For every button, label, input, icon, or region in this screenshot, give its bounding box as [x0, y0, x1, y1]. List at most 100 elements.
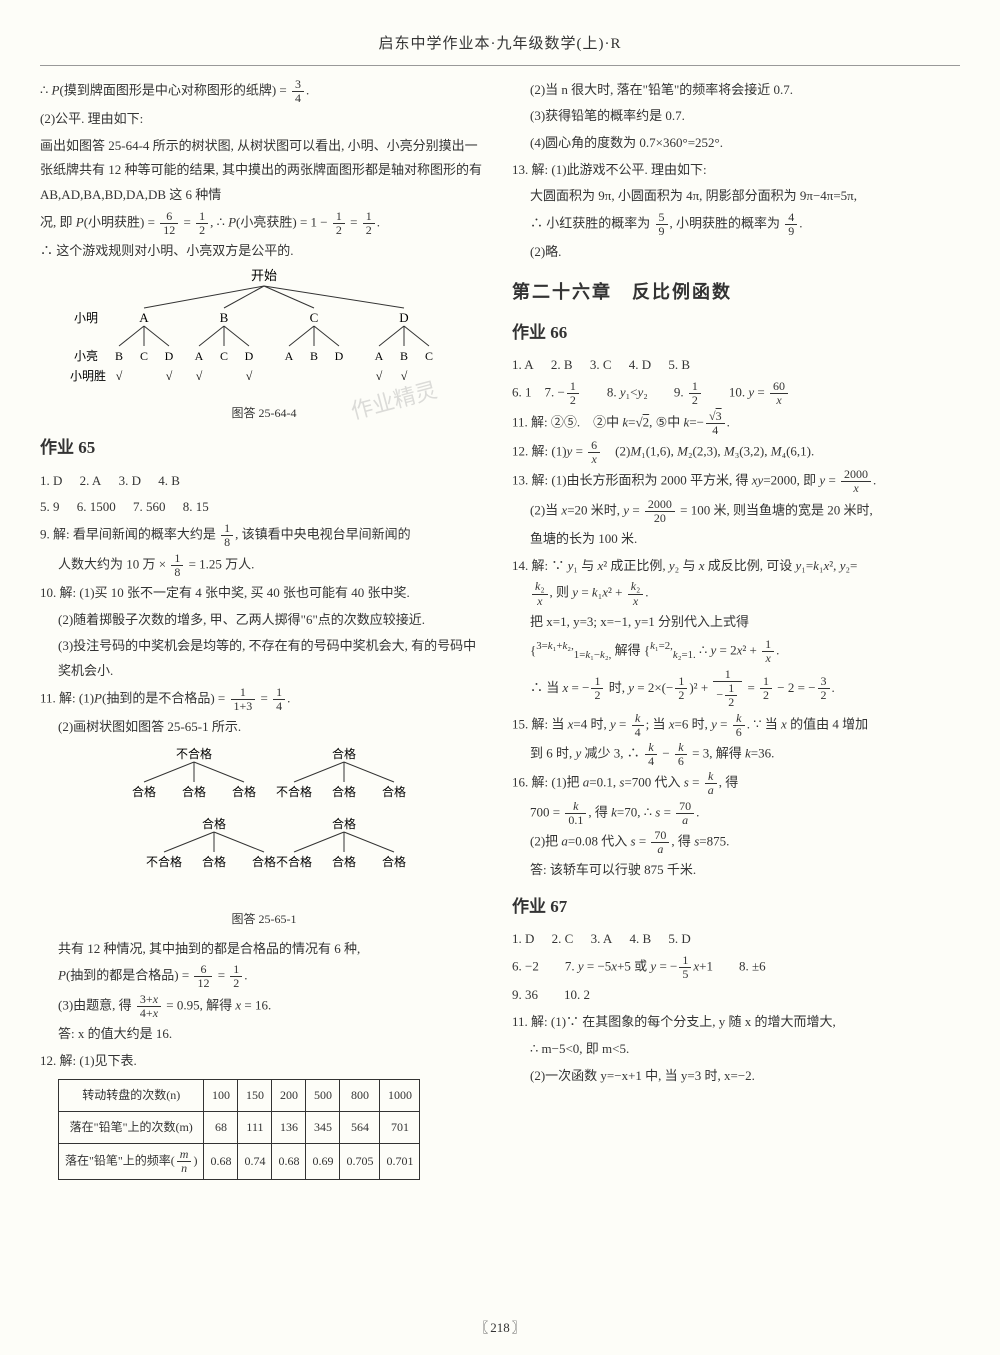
svg-text:合格: 合格 — [332, 816, 356, 831]
text-line: (2)一次函数 y=−x+1 中, 当 y=3 时, x=−2. — [512, 1064, 960, 1089]
svg-text:合格: 合格 — [382, 854, 406, 869]
text-line: 人数大约为 10 万 × 18 = 1.25 万人. — [40, 552, 488, 579]
page: 作业精灵 启东中学作业本·九年级数学(上)·R ∴ P(摸到牌面图形是中心对称图… — [0, 0, 1000, 1355]
table-cell: 0.705 — [340, 1143, 380, 1179]
fill-answers: 5. 9 6. 1500 7. 560 8. 15 — [40, 495, 488, 520]
answer: 5. B — [668, 353, 690, 378]
answer: 5. 9 — [40, 495, 60, 520]
fill-answers: 6. −2 7. y = −5x+5 或 y = −15x+1 8. ±6 — [512, 954, 960, 981]
svg-text:√: √ — [116, 369, 123, 383]
answer: 6. 1500 — [77, 495, 116, 520]
page-number: 218 — [475, 1316, 525, 1341]
text-line: 14. 解: ∵ y₁ 与 x² 成正比例, y₂ 与 x 成反比例, 可设 y… — [512, 554, 960, 579]
answer: 1. D — [512, 927, 534, 952]
svg-text:小明: 小明 — [74, 311, 98, 325]
svg-text:C: C — [220, 349, 228, 363]
svg-text:不合格: 不合格 — [276, 854, 312, 869]
content-columns: ∴ P(摸到牌面图形是中心对称图形的纸牌) = 34. (2)公平. 理由如下:… — [40, 78, 960, 1187]
text-line: P(抽到的都是合格品) = 612 = 12. — [40, 963, 488, 990]
section-title-hw67: 作业 67 — [512, 891, 960, 923]
svg-text:A: A — [285, 349, 294, 363]
answer: 4. B — [629, 927, 651, 952]
answer: 2. A — [80, 469, 102, 494]
table-cell: 0.701 — [380, 1143, 420, 1179]
text-line: 11. 解: (1)P(抽到的是不合格品) = 11+3 = 14. — [40, 686, 488, 713]
svg-text:合格: 合格 — [332, 854, 356, 869]
text-line: 11. 解: ②⑤. ②中 k=√2, ⑤中 k=−√34. — [512, 410, 960, 437]
answer: 4. D — [629, 353, 651, 378]
answer: 8. 15 — [183, 495, 209, 520]
svg-text:小明胜: 小明胜 — [70, 368, 106, 383]
table-cell: 701 — [380, 1112, 420, 1144]
mc-answers: 1. D 2. C 3. A 4. B 5. D — [512, 927, 960, 952]
table-cell: 100 — [204, 1080, 238, 1112]
table-cell: 150 — [238, 1080, 272, 1112]
svg-text:D: D — [245, 349, 254, 363]
mc-answers: 1. D 2. A 3. D 4. B — [40, 469, 488, 494]
table-cell: 800 — [340, 1080, 380, 1112]
table-cell: 345 — [306, 1112, 340, 1144]
answer: 1. A — [512, 353, 534, 378]
section-title-hw66: 作业 66 — [512, 317, 960, 349]
svg-text:√: √ — [401, 369, 408, 383]
answer: 4. B — [158, 469, 180, 494]
table-header: 转动转盘的次数(n) — [59, 1080, 204, 1112]
svg-text:合格: 合格 — [252, 854, 276, 869]
text-line: (2)公平. 理由如下: — [40, 107, 488, 132]
fill-answers: 6. 1 7. −12 8. y₁<y₂ 9. 12 10. y = 60x — [512, 380, 960, 407]
left-column: ∴ P(摸到牌面图形是中心对称图形的纸牌) = 34. (2)公平. 理由如下:… — [40, 78, 488, 1187]
text-line: {3=k₁+k₂,1=k₁−k₂, 解得 {k₁=2,k₂=1. ∴ y = 2… — [512, 636, 960, 665]
svg-text:开始: 开始 — [251, 268, 277, 283]
svg-text:B: B — [220, 310, 229, 325]
text-line: 13. 解: (1)此游戏不公平. 理由如下: — [512, 158, 960, 183]
text-line: 画出如图答 25-64-4 所示的树状图, 从树状图可以看出, 小明、小亮分别摸… — [40, 134, 488, 208]
figure-caption: 图答 25-64-4 — [40, 402, 488, 425]
svg-text:合格: 合格 — [382, 784, 406, 799]
table-header: 落在"铅笔"上的频率(mn) — [59, 1143, 204, 1179]
page-header: 启东中学作业本·九年级数学(上)·R — [40, 30, 960, 66]
chapter-title: 第二十六章 反比例函数 — [512, 275, 960, 309]
text-line: (4)圆心角的度数为 0.7×360°=252°. — [512, 131, 960, 156]
svg-text:C: C — [310, 310, 319, 325]
text-line: (2)当 n 很大时, 落在"铅笔"的频率将会接近 0.7. — [512, 78, 960, 103]
mc-answers: 1. A 2. B 3. C 4. D 5. B — [512, 353, 960, 378]
tree-diagram-1: 开始 小明 A B C D 小亮 BCD ACD ABD — [64, 268, 464, 398]
table-cell: 0.68 — [272, 1143, 306, 1179]
right-column: (2)当 n 很大时, 落在"铅笔"的频率将会接近 0.7. (3)获得铅笔的概… — [512, 78, 960, 1187]
svg-text:C: C — [140, 349, 148, 363]
answer: 3. C — [590, 353, 612, 378]
table-cell: 1000 — [380, 1080, 420, 1112]
text-line: (3)获得铅笔的概率约是 0.7. — [512, 104, 960, 129]
svg-text:B: B — [310, 349, 318, 363]
text-line: 答: 该轿车可以行驶 875 千米. — [512, 858, 960, 883]
svg-text:A: A — [195, 349, 204, 363]
table-cell: 564 — [340, 1112, 380, 1144]
svg-text:√: √ — [246, 369, 253, 383]
text-line: (2)当 x=20 米时, y = 200020 = 100 米, 则当鱼塘的宽… — [512, 498, 960, 525]
svg-text:合格: 合格 — [182, 784, 206, 799]
svg-text:不合格: 不合格 — [146, 854, 182, 869]
text-line: (2)画树状图如图答 25-65-1 所示. — [40, 715, 488, 740]
svg-text:√: √ — [196, 369, 203, 383]
text-line: 把 x=1, y=3; x=−1, y=1 分别代入上式得 — [512, 610, 960, 635]
table-cell: 111 — [238, 1112, 272, 1144]
text-line: 况, 即 P(小明获胜) = 612 = 12, ∴ P(小亮获胜) = 1 −… — [40, 210, 488, 237]
text-line: 共有 12 种情况, 其中抽到的都是合格品的情况有 6 种, — [40, 937, 488, 962]
text-line: ∴ P(摸到牌面图形是中心对称图形的纸牌) = 34. — [40, 78, 488, 105]
svg-text:不合格: 不合格 — [276, 784, 312, 799]
text-line: (3)投注号码的中奖机会是均等的, 不存在有的号码中奖机会大, 有的号码中奖机会… — [40, 634, 488, 683]
text-line: 12. 解: (1)见下表. — [40, 1049, 488, 1074]
frequency-table: 转动转盘的次数(n) 100 150 200 500 800 1000 落在"铅… — [58, 1079, 420, 1180]
svg-text:合格: 合格 — [232, 784, 256, 799]
text-line: 12. 解: (1)y = 6x (2)M₁(1,6), M₂(2,3), M₃… — [512, 439, 960, 466]
svg-text:合格: 合格 — [132, 784, 156, 799]
text-line: (2)略. — [512, 240, 960, 265]
svg-text:小亮: 小亮 — [74, 348, 98, 363]
text-line: 大圆面积为 9π, 小圆面积为 4π, 阴影部分面积为 9π−4π=5π, — [512, 184, 960, 209]
text-line: 15. 解: 当 x=4 时, y = k4; 当 x=6 时, y = k6.… — [512, 712, 960, 739]
text-line: ∴ 小红获胜的概率为 59, 小明获胜的概率为 49. — [512, 211, 960, 238]
table-cell: 0.68 — [204, 1143, 238, 1179]
section-title-hw65: 作业 65 — [40, 432, 488, 464]
text-line: (2)随着掷骰子次数的增多, 甲、乙两人掷得"6"点的次数应较接近. — [40, 608, 488, 633]
figure-caption: 图答 25-65-1 — [40, 908, 488, 931]
